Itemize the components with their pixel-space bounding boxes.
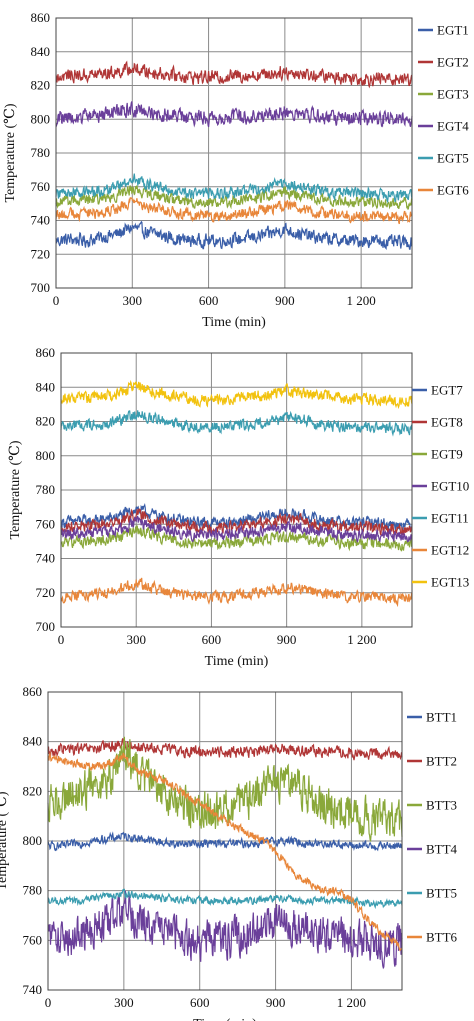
x-tick-label: 0 [53,293,60,308]
legend-label-egt2: EGT2 [437,55,469,70]
x-tick-label: 600 [199,293,219,308]
legend-label-btt4: BTT4 [426,842,458,857]
series-line-egt5 [55,173,413,204]
series-line-egt7 [60,503,413,533]
legend-label-btt2: BTT2 [426,754,457,769]
plot-frame [60,352,413,628]
series-line-btt4 [47,890,403,970]
y-tick-label: 740 [31,213,51,228]
legend-label-egt13: EGT13 [431,575,469,590]
chart-panel-2: 700 720 740 760 780 800 820 840 860 0 300 600 900 1 2… [8,345,469,669]
plot-frame [47,691,403,991]
y-tick-label: 820 [31,78,51,93]
x-tick-label: 300 [114,995,134,1010]
x-tick-label: 600 [190,995,210,1010]
series-line-egt9 [60,525,413,552]
series-line-egt12 [60,577,413,608]
y-tick-label: 740 [23,982,43,997]
series-line-egt8 [60,508,413,538]
y-tick-label: 720 [36,585,56,600]
series-line-egt4 [55,101,413,128]
legend-label-egt4: EGT4 [437,119,469,134]
y-tick-label: 800 [31,111,51,126]
y-tick-label: 700 [31,280,51,295]
y-tick-label: 800 [23,833,43,848]
y-tick-label: 780 [31,145,51,160]
legend-label-egt5: EGT5 [437,151,469,166]
series-line-egt11 [60,410,413,437]
y-tick-label: 760 [23,932,43,947]
series-line-egt1 [55,220,413,251]
series-line-btt3 [47,736,403,843]
x-tick-label: 600 [202,632,222,647]
x-tick-label: 900 [277,632,297,647]
legend-label-egt10: EGT10 [431,479,469,494]
x-tick-label: 0 [45,995,52,1010]
legend-label-btt3: BTT3 [426,798,457,813]
series-line-egt6 [55,196,413,225]
y-tick-label: 720 [31,246,51,261]
legend-label-egt12: EGT12 [431,543,469,558]
x-tick-label: 900 [275,293,295,308]
y-axis-title: Temperature (℃) [0,791,10,890]
x-tick-label: 300 [126,632,146,647]
series-line-egt13 [60,379,413,410]
x-tick-label: 300 [123,293,143,308]
y-tick-label: 780 [36,482,56,497]
y-axis-title: Temperature (℃) [3,103,18,202]
x-tick-label: 0 [58,632,65,647]
y-tick-label: 780 [23,883,43,898]
y-tick-label: 800 [36,448,56,463]
legend-label-egt3: EGT3 [437,87,469,102]
chart-panel-1: 700 720 740 760 780 800 820 840 860 0 300 600 900 1 2… [3,10,469,330]
x-axis-title: Time (min) [193,1017,257,1021]
y-tick-label: 700 [36,619,56,634]
x-tick-label: 900 [266,995,286,1010]
legend-label-egt9: EGT9 [431,447,463,462]
chart-panel-3: 740 760 780 800 820 840 860 0 300 600 900 1 200 Time… [0,684,458,1021]
x-tick-label: 1 200 [347,632,376,647]
y-tick-label: 840 [36,379,56,394]
series-line-btt2 [47,738,403,761]
series-line-btt5 [47,888,403,910]
legend-label-egt11: EGT11 [431,511,469,526]
y-tick-label: 760 [31,179,51,194]
y-axis-title: Temperature (℃) [8,440,23,539]
legend-label-egt1: EGT1 [437,23,469,38]
y-tick-label: 860 [23,684,43,699]
legend-label-btt1: BTT1 [426,710,457,725]
x-tick-label: 1 200 [337,995,366,1010]
legend-label-btt5: BTT5 [426,886,457,901]
y-tick-label: 740 [36,551,56,566]
x-axis-title: Time (min) [202,315,266,330]
legend-label-egt7: EGT7 [431,383,463,398]
y-tick-label: 820 [23,783,43,798]
series-line-btt6 [47,751,403,952]
plot-frame [55,17,413,289]
series-line-egt10 [60,515,413,543]
legend-label-egt8: EGT8 [431,415,463,430]
y-tick-label: 840 [23,734,43,749]
x-axis-title: Time (min) [205,654,269,669]
y-tick-label: 820 [36,414,56,429]
legend-label-btt6: BTT6 [426,930,458,945]
y-tick-label: 760 [36,516,56,531]
y-tick-label: 860 [36,345,56,360]
series-line-egt2 [55,60,413,89]
y-tick-label: 840 [31,44,51,59]
series-line-btt1 [47,831,403,852]
y-tick-label: 860 [31,10,51,25]
x-tick-label: 1 200 [347,293,376,308]
legend-label-egt6: EGT6 [437,183,469,198]
